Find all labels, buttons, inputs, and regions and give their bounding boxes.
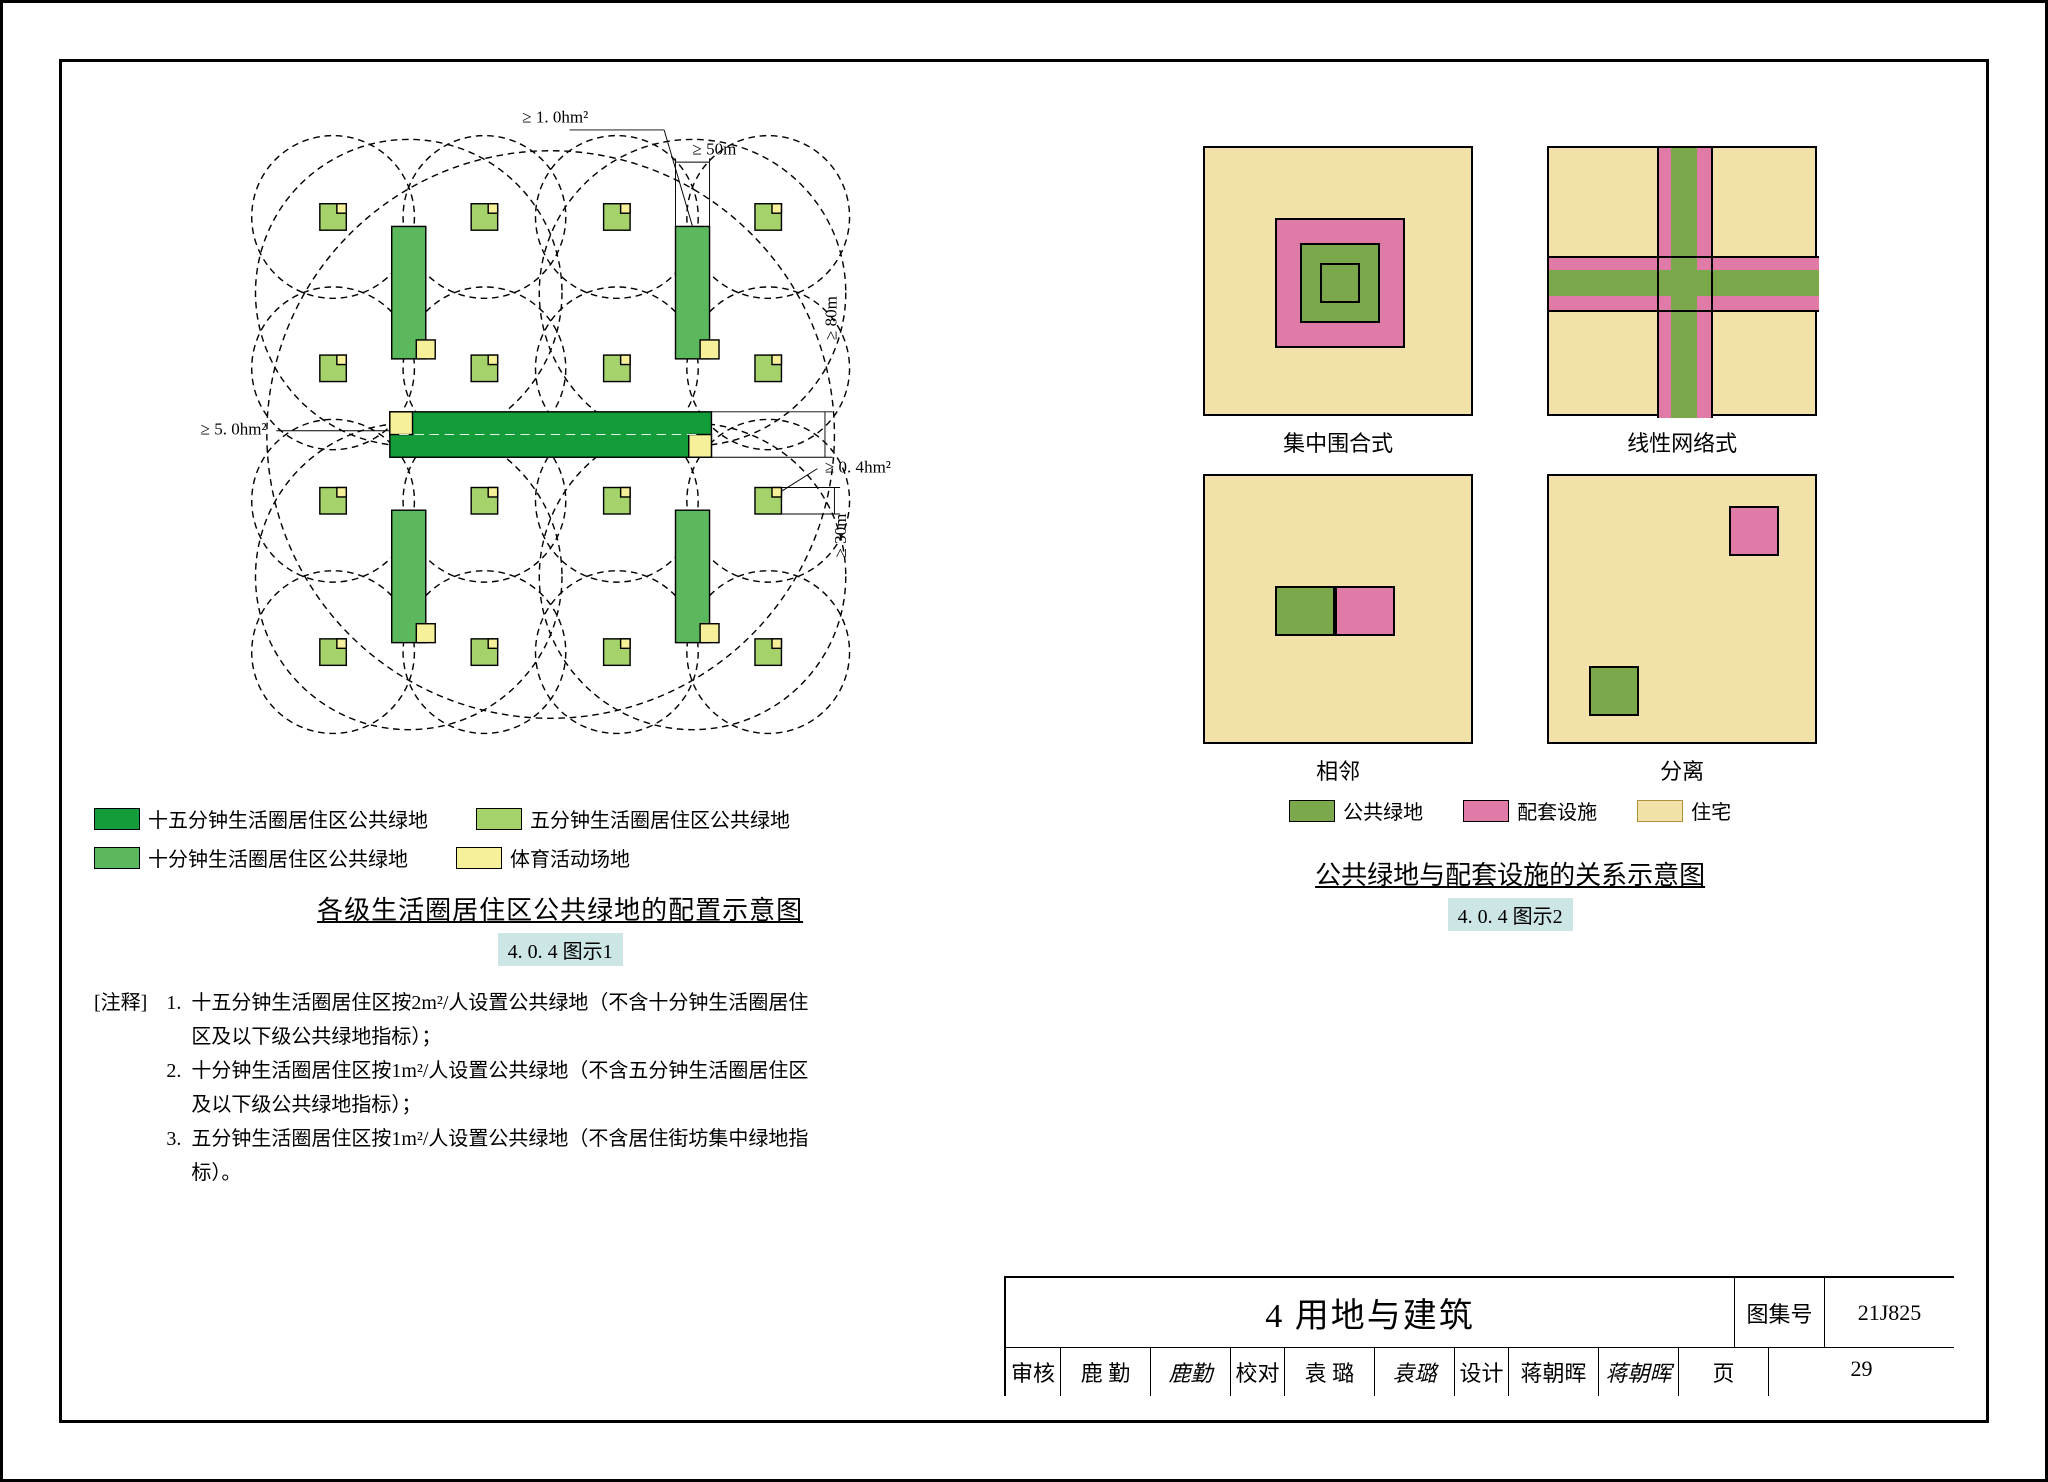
panel-adjacent: 相邻 [1190,474,1486,786]
legend-item: 十五分钟生活圈居住区公共绿地 [94,804,428,833]
sheet-title: 4 用地与建筑 [1006,1278,1734,1347]
legend-item: 五分钟生活圈居住区公共绿地 [476,804,790,833]
svg-text:≥ 80m: ≥ 80m [821,296,840,340]
life-circle-diagram: ≥ 1. 0hm² ≥ 50m ≥ 80m ≥ 5. 0hm² ≥ 0. 4hm² ≥ 3… [94,94,1026,794]
svg-text:≥ 30m: ≥ 30m [831,514,850,558]
svg-text:≥ 50m: ≥ 50m [693,140,737,159]
figure-caption-left: 各级生活圈居住区公共绿地的配置示意图 [94,890,1026,927]
legend-right: 公共绿地 配套设施 住宅 [1066,796,1954,825]
legend-item: 十分钟生活圈居住区公共绿地 [94,843,408,872]
legend-item: 住宅 [1637,796,1731,825]
right-column: 集中围合式 线性网络式 相邻 分离 [1066,86,1954,1396]
svg-text:≥ 1. 0hm²: ≥ 1. 0hm² [522,107,588,126]
tb-role: 审核 [1006,1348,1060,1396]
setnum-value: 21J825 [1824,1278,1954,1347]
note-3: 五分钟生活圈居住区按1m²/人设置公共绿地（不含居住街坊集中绿地指标）。 [191,1122,814,1190]
figure-caption-right: 公共绿地与配套设施的关系示意图 [1066,855,1954,892]
page-frame: ≥ 1. 0hm² ≥ 50m ≥ 80m ≥ 5. 0hm² ≥ 0. 4hm² ≥ 3… [0,0,2048,1482]
svg-text:≥ 0. 4hm²: ≥ 0. 4hm² [825,457,891,476]
setnum-label: 图集号 [1734,1278,1824,1347]
panel-label: 相邻 [1190,754,1486,786]
tb-role: 设计 [1454,1348,1508,1396]
left-column: ≥ 1. 0hm² ≥ 50m ≥ 80m ≥ 5. 0hm² ≥ 0. 4hm² ≥ 3… [94,86,1026,1396]
tb-signature: 鹿勤 [1150,1348,1230,1396]
legend-label: 五分钟生活圈居住区公共绿地 [530,804,790,833]
legend-left: 十五分钟生活圈居住区公共绿地 五分钟生活圈居住区公共绿地 十分钟生活圈居住区公共… [94,804,1026,872]
tb-name: 鹿 勤 [1060,1348,1150,1396]
panel-label: 集中围合式 [1190,426,1486,458]
panel-label: 线性网络式 [1534,426,1830,458]
panel-enclosed: 集中围合式 [1190,146,1486,458]
panel-separate: 分离 [1534,474,1830,786]
figure-number-right: 4. 0. 4 图示2 [1448,898,1573,931]
tb-signature: 袁璐 [1374,1348,1454,1396]
drawing-frame: ≥ 1. 0hm² ≥ 50m ≥ 80m ≥ 5. 0hm² ≥ 0. 4hm² ≥ 3… [59,59,1989,1423]
notes-block: [注释] 1. 十五分钟生活圈居住区按2m²/人设置公共绿地（不含十分钟生活圈居… [94,986,814,1190]
panel-linear-network: 线性网络式 [1534,146,1830,458]
legend-label: 公共绿地 [1343,796,1423,825]
legend-label: 体育活动场地 [510,843,630,872]
legend-label: 十分钟生活圈居住区公共绿地 [148,843,408,872]
tb-name: 袁 璐 [1284,1348,1374,1396]
legend-label: 配套设施 [1517,796,1597,825]
circle-diagram-svg: ≥ 1. 0hm² ≥ 50m ≥ 80m ≥ 5. 0hm² ≥ 0. 4hm² ≥ 3… [94,94,1026,794]
tb-role: 校对 [1230,1348,1284,1396]
svg-text:≥ 5. 0hm²: ≥ 5. 0hm² [201,420,267,439]
legend-item: 公共绿地 [1289,796,1423,825]
four-panels: 集中围合式 线性网络式 相邻 分离 [1190,146,1830,786]
panel-label: 分离 [1534,754,1830,786]
figure-number-left: 4. 0. 4 图示1 [498,933,623,966]
legend-item: 配套设施 [1463,796,1597,825]
note-2: 十分钟生活圈居住区按1m²/人设置公共绿地（不含五分钟生活圈居住区及以下级公共绿… [191,1054,814,1122]
legend-item: 体育活动场地 [456,843,630,872]
page-number: 29 [1768,1348,1954,1396]
tb-name: 蒋朝晖 [1508,1348,1598,1396]
legend-label: 十五分钟生活圈居住区公共绿地 [148,804,428,833]
tb-signature: 蒋朝晖 [1598,1348,1678,1396]
page-label: 页 [1678,1348,1768,1396]
legend-label: 住宅 [1691,796,1731,825]
title-block: 4 用地与建筑 图集号 21J825 审核鹿 勤鹿勤校对袁 璐袁璐设计蒋朝晖蒋朝… [1004,1276,1954,1396]
notes-label: [注释] [94,986,147,1054]
note-1: 十五分钟生活圈居住区按2m²/人设置公共绿地（不含十分钟生活圈居住区及以下级公共… [191,986,814,1054]
